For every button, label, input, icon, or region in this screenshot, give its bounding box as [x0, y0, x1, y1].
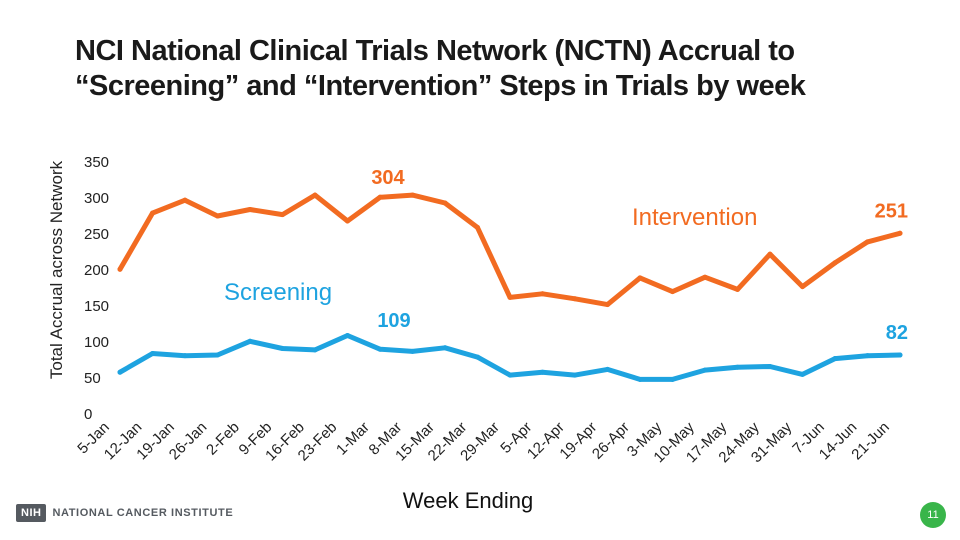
x-tick-label: 1-Mar: [333, 419, 373, 459]
data-point: [150, 351, 155, 357]
y-tick-label: 250: [84, 226, 109, 243]
x-tick-label: 21-Jun: [848, 419, 892, 463]
data-point: [280, 212, 285, 218]
data-point: [345, 333, 350, 339]
x-tick-label: 26-Apr: [589, 419, 633, 463]
data-label: 251: [875, 200, 908, 222]
data-point: [377, 346, 383, 352]
data-point: [800, 371, 805, 377]
series-lines: [117, 192, 903, 382]
data-point: [182, 197, 188, 203]
data-point: [540, 369, 545, 375]
data-point: [475, 225, 480, 231]
data-point: [312, 347, 318, 353]
data-point: [670, 376, 675, 382]
data-point: [572, 296, 578, 302]
data-point: [670, 289, 675, 295]
data-point: [897, 230, 903, 236]
data-point: [410, 348, 415, 354]
data-point: [702, 274, 708, 280]
data-point: [605, 302, 610, 308]
data-point: [345, 218, 350, 224]
y-axis-ticks: 0 50 100 150 200 250 300 350: [84, 154, 109, 423]
data-point: [865, 239, 870, 245]
y-tick-label: 300: [84, 190, 109, 207]
data-point: [150, 210, 155, 216]
data-point: [572, 372, 578, 378]
y-axis-label: Total Accrual across Network: [47, 160, 66, 379]
series-labels: Intervention 304 251 Screening 109 82: [224, 167, 908, 344]
data-point: [735, 286, 740, 292]
data-point: [182, 353, 188, 359]
y-tick-label: 0: [84, 406, 92, 423]
data-point: [832, 260, 838, 266]
series-name-intervention: Intervention: [632, 204, 757, 231]
series-name-screening: Screening: [224, 279, 332, 306]
data-point: [735, 364, 740, 370]
chart-title: NCI National Clinical Trials Network (NC…: [75, 35, 806, 102]
data-point: [247, 338, 253, 344]
data-point: [767, 363, 773, 369]
x-tick-label: 26-Jan: [166, 419, 210, 463]
nci-logo-text: NATIONAL CANCER INSTITUTE: [52, 507, 234, 519]
data-point: [117, 369, 123, 375]
data-point: [117, 266, 123, 272]
data-point: [865, 353, 870, 359]
data-point: [540, 291, 545, 297]
data-point: [280, 345, 285, 351]
y-tick-label: 200: [84, 262, 109, 279]
data-point: [637, 376, 643, 382]
data-point: [247, 207, 253, 213]
data-point: [215, 213, 220, 219]
y-tick-label: 50: [84, 370, 101, 387]
data-point: [442, 345, 448, 351]
data-point: [637, 275, 643, 281]
data-point: [475, 354, 480, 360]
data-point: [410, 192, 415, 198]
data-label: 109: [377, 310, 410, 332]
data-point: [832, 356, 838, 362]
data-point: [800, 284, 805, 290]
x-axis-ticks: 5-Jan12-Jan19-Jan26-Jan2-Feb9-Feb16-Feb2…: [74, 418, 893, 466]
y-tick-label: 100: [84, 334, 109, 351]
data-point: [507, 372, 513, 378]
data-point: [377, 194, 383, 200]
data-point: [897, 352, 903, 358]
y-tick-label: 150: [84, 298, 109, 315]
data-point: [605, 366, 610, 372]
page-number: 11: [920, 502, 946, 528]
data-point: [767, 251, 773, 257]
y-tick-label: 350: [84, 154, 109, 171]
data-point: [702, 367, 708, 373]
data-label: 82: [886, 322, 908, 344]
x-axis-label: Week Ending: [402, 488, 534, 513]
data-point: [312, 192, 318, 198]
data-point: [442, 200, 448, 206]
nci-logo: NIH NATIONAL CANCER INSTITUTE: [16, 503, 233, 523]
x-tick-label: 2-Feb: [203, 419, 243, 459]
data-point: [507, 294, 513, 300]
nih-badge: NIH: [16, 504, 47, 522]
data-point: [215, 352, 220, 358]
data-label: 304: [371, 167, 405, 189]
